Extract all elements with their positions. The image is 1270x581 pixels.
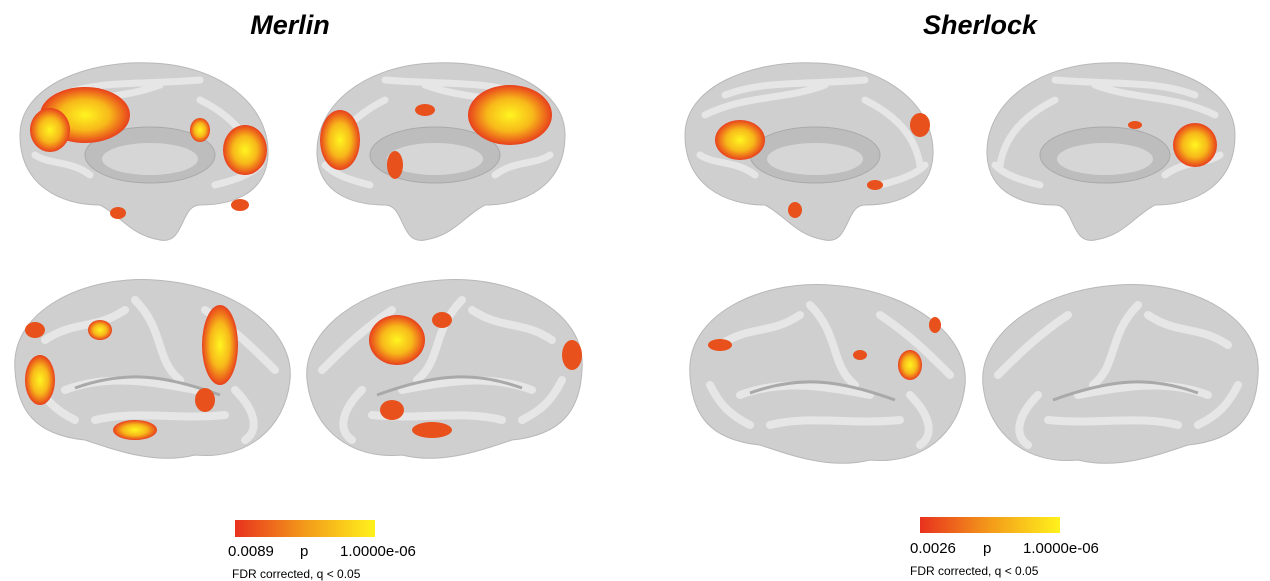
brain-lateral-left <box>690 285 966 464</box>
colorbar-max: 1.0000e-06 <box>1023 540 1099 557</box>
panel-title: Sherlock <box>923 10 1039 40</box>
colorbar-min: 0.0089 <box>228 543 274 560</box>
brain-lateral-left <box>15 280 291 459</box>
colorbar-label: p <box>983 540 991 557</box>
colorbar <box>235 520 375 537</box>
colorbar-max: 1.0000e-06 <box>340 543 416 560</box>
brain-medial-left <box>20 63 268 241</box>
colorbar-note: FDR corrected, q < 0.05 <box>910 564 1039 578</box>
brain-medial-right <box>987 63 1235 241</box>
colorbar-min: 0.0026 <box>910 540 956 557</box>
colorbar-note: FDR corrected, q < 0.05 <box>232 567 361 581</box>
brain-lateral-right <box>983 285 1259 464</box>
colorbar <box>920 517 1060 533</box>
brain-lateral-right <box>307 280 583 459</box>
brain-medial-right <box>317 63 565 241</box>
colorbar-label: p <box>300 543 308 560</box>
panel-title: Merlin <box>250 10 330 40</box>
brain-medial-left <box>685 63 933 241</box>
